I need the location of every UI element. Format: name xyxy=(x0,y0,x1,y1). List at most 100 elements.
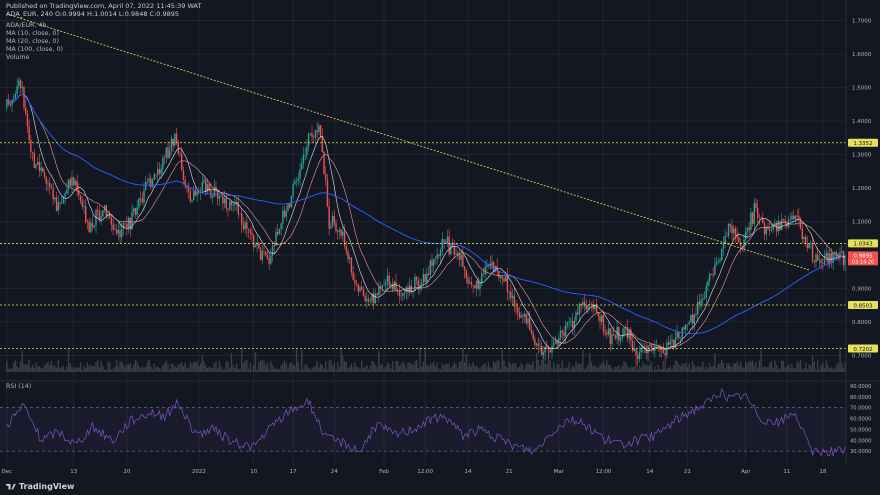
candle-body xyxy=(496,266,498,271)
volume-bar xyxy=(402,361,404,372)
volume-bar xyxy=(467,366,469,372)
volume-bar xyxy=(79,362,82,372)
volume-bar xyxy=(727,363,730,372)
candle-body xyxy=(640,348,642,353)
candle-body xyxy=(73,177,75,186)
volume-bar xyxy=(734,363,737,372)
candle-body xyxy=(16,86,18,94)
volume-bar xyxy=(259,360,262,372)
candle-body xyxy=(129,217,131,230)
candle-body xyxy=(657,345,659,346)
indicator-ma-20[interactable]: MA (20, close, 0) xyxy=(6,38,59,45)
candle-body xyxy=(397,291,399,292)
candle-body xyxy=(165,147,167,158)
candle-body xyxy=(722,242,725,250)
indicator-volume[interactable]: Volume xyxy=(6,54,30,61)
volume-bar xyxy=(787,364,790,372)
candle-body xyxy=(33,152,35,168)
candle-body xyxy=(139,198,142,199)
trendline-group[interactable] xyxy=(6,13,810,271)
rsi-title[interactable]: RSI (14) xyxy=(6,383,32,390)
volume-bar xyxy=(477,367,479,372)
candle-body xyxy=(844,255,846,266)
volume-bar xyxy=(760,350,762,372)
volume-bar xyxy=(743,368,745,372)
volume-bar xyxy=(186,367,188,372)
volume-bar xyxy=(731,366,733,372)
candle-body xyxy=(585,304,587,310)
volume-bar xyxy=(28,360,30,372)
time-tick-2: 20 xyxy=(123,469,130,475)
volume-bar xyxy=(330,360,332,372)
candle-body xyxy=(707,280,709,286)
candle-body xyxy=(808,244,810,248)
candle-body xyxy=(642,346,644,349)
candle-body xyxy=(206,184,209,192)
time-tick-17: 18 xyxy=(819,469,826,475)
candle-body xyxy=(782,219,785,220)
candle-body xyxy=(227,208,229,210)
volume-bar xyxy=(49,365,51,372)
candle-body xyxy=(431,260,433,266)
volume-bar xyxy=(542,346,545,372)
volume-bar xyxy=(544,362,546,372)
price-axis[interactable]: 1.7000 1.6000 1.5000 1.4000 1.3000 1.2000 1.10… xyxy=(848,19,878,360)
volume-bar xyxy=(364,367,366,372)
volume-bar xyxy=(789,367,791,372)
volume-bar xyxy=(273,368,275,372)
candle-body xyxy=(155,174,157,176)
rsi-axis[interactable]: 90.0000 80.0000 70.0000 60.0000 50.0000 40.00… xyxy=(850,384,871,455)
footer-bar xyxy=(0,480,880,495)
candle-body xyxy=(249,230,251,233)
volume-bar xyxy=(688,363,690,372)
candle-body xyxy=(403,292,406,294)
candle-body xyxy=(85,206,87,222)
volume-bar xyxy=(30,368,32,372)
indicator-ma-10[interactable]: MA (10, close, 0) xyxy=(6,30,59,37)
volume-bar xyxy=(378,351,380,372)
volume-bar xyxy=(503,360,505,372)
candle-body xyxy=(453,246,455,255)
volume-bar xyxy=(623,361,625,372)
descending-trendline[interactable] xyxy=(6,13,810,271)
level-tag-1 xyxy=(848,239,878,248)
volume-bar xyxy=(595,367,598,372)
candle-body xyxy=(678,332,680,338)
volume-bar xyxy=(585,367,587,372)
candle-body xyxy=(467,278,469,284)
candle-body xyxy=(199,191,202,193)
volume-bar xyxy=(613,369,615,372)
volume-bar xyxy=(580,364,582,372)
candle-body xyxy=(31,152,34,153)
volume-bar xyxy=(266,362,269,372)
volume-bar xyxy=(136,361,138,372)
volume-bar xyxy=(798,362,800,372)
indicator-symbol[interactable]: ADA/EUR, 4h xyxy=(6,22,47,29)
candle-body xyxy=(662,346,665,354)
candle-body xyxy=(319,125,322,137)
candle-body xyxy=(323,151,325,175)
tradingview-brand[interactable]: TradingView xyxy=(6,482,74,491)
volume-bar xyxy=(235,363,238,372)
candle-body xyxy=(90,222,92,233)
volume-bar xyxy=(199,363,202,372)
candle-body xyxy=(211,196,214,198)
candle-body xyxy=(369,300,371,302)
candle-body xyxy=(354,279,356,284)
volume-bar xyxy=(479,368,481,372)
volume-bar xyxy=(184,362,186,372)
candle-body xyxy=(6,99,8,108)
candle-body xyxy=(37,161,39,165)
candle-body xyxy=(714,264,716,276)
volume-bar xyxy=(18,367,20,372)
level-label-1: 1.0343 xyxy=(853,242,873,248)
candle-body xyxy=(441,239,443,251)
volume-bar xyxy=(6,360,8,372)
indicator-ma-100[interactable]: MA (100, close, 0) xyxy=(6,46,63,53)
candle-body xyxy=(172,138,174,146)
candle-body xyxy=(189,191,191,202)
candle-body xyxy=(683,327,685,330)
time-axis[interactable]: Dec 13 20 2022 10 17 24 Feb 12:00 14 21 Mar 12:00 14 2… xyxy=(2,469,827,475)
candle-body xyxy=(832,252,834,263)
